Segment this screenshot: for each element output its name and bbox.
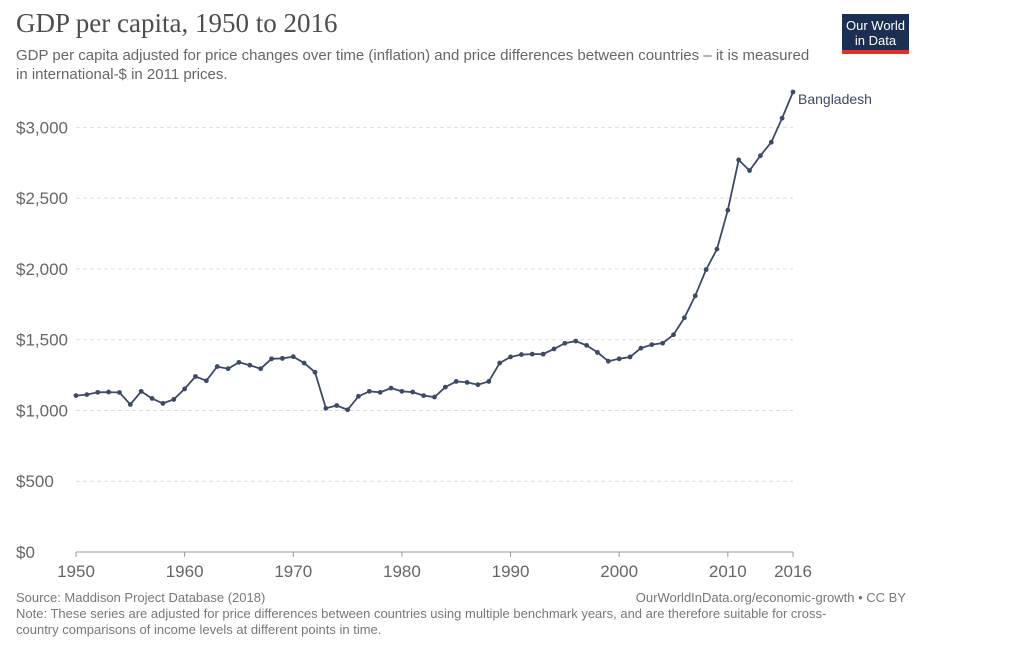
- data-point: [714, 246, 720, 252]
- data-point: [127, 402, 133, 407]
- data-point: [432, 394, 437, 400]
- data-point: [703, 267, 709, 273]
- data-point: [486, 379, 492, 384]
- x-tick-label: 1990: [492, 562, 530, 581]
- footer-link[interactable]: OurWorldInData.org/economic-growth • CC …: [635, 590, 906, 605]
- logo-line-1: Our World: [846, 18, 905, 33]
- data-point: [356, 393, 361, 399]
- series-line-bangladesh: [75, 91, 794, 411]
- data-point: [323, 405, 329, 411]
- data-point: [551, 346, 557, 352]
- logo-line-2: in Data: [854, 33, 897, 48]
- data-point: [171, 397, 177, 402]
- data-point: [73, 393, 79, 398]
- data-point: [660, 340, 666, 346]
- data-point: [464, 380, 470, 385]
- data-point: [747, 168, 752, 173]
- chart-title: GDP per capita, 1950 to 2016: [16, 8, 338, 38]
- data-point: [95, 389, 101, 395]
- data-point: [399, 388, 405, 394]
- source-text: Source: Maddison Project Database (2018): [16, 590, 266, 605]
- data-point: [280, 355, 285, 361]
- data-point: [258, 366, 264, 372]
- data-point: [247, 362, 253, 368]
- data-point: [84, 392, 90, 398]
- data-point: [768, 139, 774, 145]
- data-point: [584, 342, 589, 348]
- data-point: [193, 374, 198, 379]
- data-point: [203, 378, 209, 384]
- data-point: [649, 342, 655, 348]
- data-point: [540, 351, 546, 357]
- data-point: [497, 360, 503, 366]
- x-tick-label: 2010: [709, 562, 747, 581]
- data-point: [366, 388, 372, 394]
- x-tick-label: 1970: [274, 562, 312, 581]
- series-label: Bangladesh: [798, 91, 872, 107]
- data-point: [725, 207, 731, 213]
- data-point: [149, 396, 155, 401]
- x-tick-label: 2000: [600, 562, 638, 581]
- data-point: [671, 332, 676, 338]
- data-point: [334, 403, 340, 408]
- data-point: [508, 354, 513, 360]
- data-point: [160, 400, 166, 406]
- data-point: [225, 366, 231, 372]
- y-tick-label: $2,000: [16, 260, 68, 279]
- chart-subtitle: GDP per capita adjusted for price change…: [16, 47, 810, 83]
- data-point: [388, 385, 394, 391]
- data-point: [638, 345, 644, 351]
- data-point: [692, 293, 698, 299]
- data-point: [736, 157, 742, 163]
- data-point: [605, 358, 611, 364]
- data-point: [790, 89, 796, 95]
- our-world-in-data-logo[interactable]: Our World in Data: [842, 14, 909, 54]
- data-point: [529, 351, 535, 357]
- data-point: [290, 354, 296, 360]
- data-point: [681, 315, 687, 321]
- y-tick-label: $2,500: [16, 189, 68, 208]
- x-tick-label: 2016: [774, 562, 812, 581]
- data-point: [301, 360, 307, 366]
- footnote: Note: These series are adjusted for pric…: [16, 606, 827, 637]
- x-tick-label: 1980: [383, 562, 421, 581]
- y-tick-label: $0: [16, 543, 35, 562]
- data-point: [421, 393, 427, 398]
- data-point: [182, 386, 188, 392]
- data-point: [562, 340, 568, 346]
- data-point: [117, 390, 122, 395]
- x-tick-label: 1960: [166, 562, 204, 581]
- y-tick-label: $3,000: [16, 118, 68, 137]
- data-point: [453, 379, 459, 384]
- data-point: [475, 382, 481, 388]
- y-tick-label: $1,000: [16, 401, 68, 420]
- data-point: [345, 407, 350, 413]
- data-point: [410, 389, 416, 395]
- data-point: [519, 352, 524, 357]
- line-chart: $0 $500 $1,000 $1,500 $2,000 $2,500 $3,000 1950…: [16, 89, 872, 581]
- data-point: [779, 115, 785, 121]
- data-point: [269, 356, 274, 362]
- y-tick-label: $500: [16, 472, 54, 491]
- data-point: [106, 389, 111, 395]
- data-point: [758, 153, 763, 159]
- data-point: [377, 389, 383, 395]
- x-tick-label: 1950: [57, 562, 95, 581]
- y-tick-label: $1,500: [16, 331, 68, 350]
- data-point: [616, 356, 622, 362]
- data-point: [442, 384, 448, 390]
- data-point: [595, 350, 600, 355]
- data-point: [627, 354, 633, 360]
- data-point: [312, 369, 318, 375]
- logo-accent-bar: [842, 50, 909, 54]
- data-point: [214, 364, 220, 369]
- data-point: [138, 388, 144, 394]
- data-point: [236, 359, 242, 365]
- data-point: [573, 338, 579, 344]
